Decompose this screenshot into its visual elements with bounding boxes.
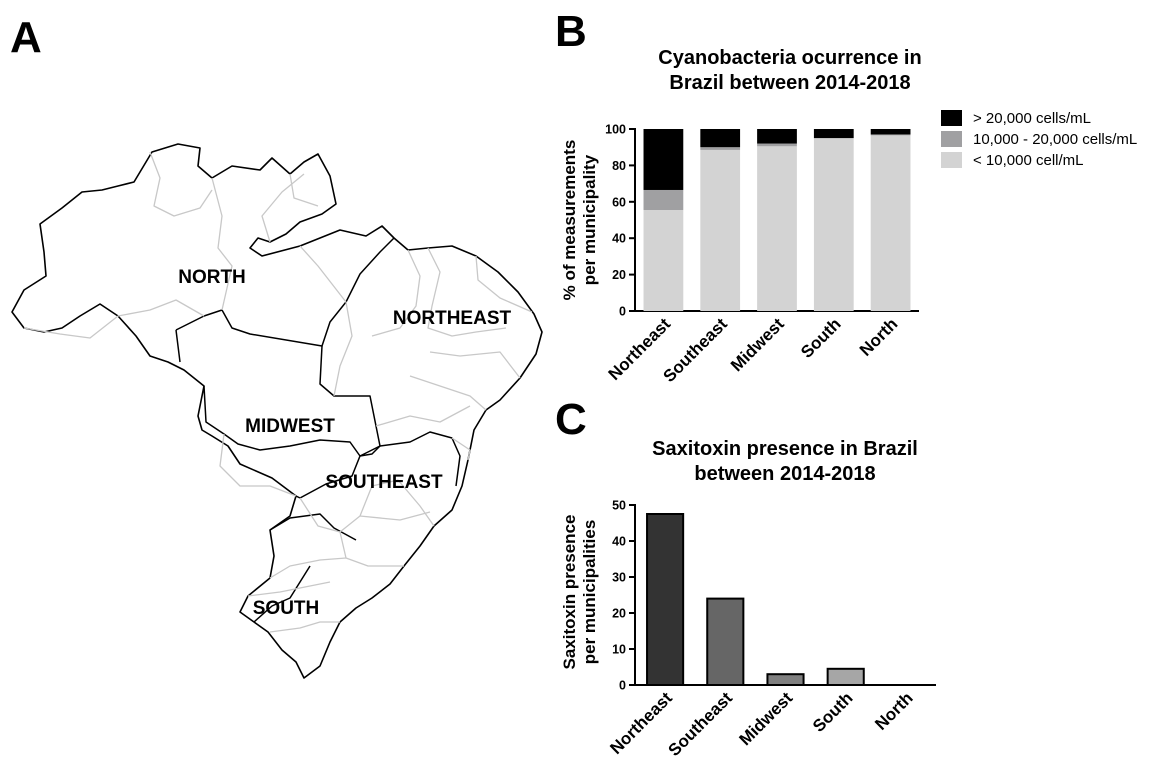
brazil-map: NORTH NORTHEAST MIDWEST SOUTHEAST SOUTH: [11, 143, 543, 679]
chart-b-legend-swatch: [941, 110, 962, 126]
chart-b-bar-segment: [700, 129, 741, 148]
chart-c-y-axis-label: per municipalities: [580, 520, 599, 665]
chart-b-bar-segment: [757, 129, 797, 144]
chart-b-y-axis-label: % of measurements: [560, 140, 579, 301]
chart-b-y-tick-label: 40: [612, 232, 626, 246]
chart-c-y-tick-label: 30: [612, 571, 626, 585]
chart-c-y-tick-label: 10: [612, 643, 626, 657]
chart-c-y-tick-label: 20: [612, 607, 626, 621]
chart-c-bar: [646, 513, 685, 686]
chart-c-y-tick-label: 0: [619, 679, 626, 693]
brazil-outline: [11, 143, 543, 679]
chart-b-bar-segment: [700, 147, 741, 150]
chart-b: > 20,000 cells/mL 10,000 - 20,000 cells/m…: [560, 110, 1137, 386]
chart-c-title: Saxitoxin presence in Brazil between 201…: [580, 437, 990, 487]
region-label-northeast: NORTHEAST: [393, 308, 512, 329]
chart-b-bar-segment: [700, 149, 741, 311]
chart-b-bar-segment: [870, 134, 911, 136]
chart-b-category-label: South: [797, 314, 844, 361]
region-label-north: NORTH: [178, 267, 246, 288]
chart-b-bar-segment: [757, 143, 797, 147]
chart-c-title-line-1: Saxitoxin presence in Brazil: [652, 438, 918, 460]
chart-c-category-label: South: [809, 688, 856, 735]
chart-c-bar: [706, 597, 745, 687]
panel-letter-a: A: [10, 13, 42, 62]
chart-b-y-tick-label: 80: [612, 159, 626, 173]
chart-b-bar-segment: [757, 146, 797, 311]
chart-b-y-tick-label: 100: [605, 123, 626, 137]
chart-c-category-label: North: [871, 688, 916, 733]
chart-b-legend-label: 10,000 - 20,000 cells/mL: [973, 131, 1137, 148]
region-label-midwest: MIDWEST: [245, 416, 335, 437]
chart-c: 0 10 20 30 40 50 Saxitoxin presence per municip…: [560, 499, 936, 760]
chart-b-y-axis-label: per municipality: [580, 154, 599, 285]
chart-c-y-axis-label: Saxitoxin presence: [560, 515, 579, 670]
chart-b-legend-swatch: [941, 152, 962, 168]
chart-c-bar: [766, 673, 805, 686]
chart-b-title: Cyanobacteria ocurrence in Brazil betwee…: [600, 46, 980, 96]
chart-c-y-tick-label: 40: [612, 535, 626, 549]
chart-b-title-line-2: Brazil between 2014-2018: [669, 72, 911, 94]
chart-b-legend: > 20,000 cells/mL 10,000 - 20,000 cells/m…: [941, 110, 1137, 169]
chart-b-y-tick-label: 20: [612, 268, 626, 282]
chart-b-bar-segment: [813, 138, 854, 311]
state-borders: [23, 151, 533, 633]
panel-letter-b: B: [555, 7, 587, 56]
chart-b-legend-label: > 20,000 cells/mL: [973, 110, 1091, 127]
chart-c-category-label: Southeast: [665, 688, 737, 760]
chart-b-bar-segment: [813, 129, 854, 139]
chart-b-legend-swatch: [941, 131, 962, 147]
chart-b-bar-segment: [643, 129, 684, 190]
chart-b-bar-segment: [643, 189, 684, 210]
panel-letter-c: C: [555, 395, 587, 444]
chart-c-title-line-2: between 2014-2018: [694, 463, 876, 485]
chart-b-category-label: Midwest: [727, 314, 788, 375]
chart-c-bar: [826, 667, 865, 687]
chart-b-bar-segment: [870, 129, 911, 135]
chart-b-category-label: North: [856, 314, 901, 359]
chart-b-title-line-1: Cyanobacteria ocurrence in: [658, 47, 922, 69]
region-label-south: SOUTH: [253, 598, 320, 619]
chart-b-legend-label: < 10,000 cell/mL: [973, 152, 1084, 169]
chart-b-y-tick-label: 60: [612, 195, 626, 209]
chart-b-bar-segment: [870, 135, 911, 311]
chart-c-y-tick-label: 50: [612, 499, 626, 513]
chart-c-category-label: Midwest: [735, 688, 796, 749]
chart-b-bar-segment: [643, 209, 684, 311]
chart-b-y-tick-label: 0: [619, 305, 626, 319]
region-label-southeast: SOUTHEAST: [325, 472, 443, 493]
